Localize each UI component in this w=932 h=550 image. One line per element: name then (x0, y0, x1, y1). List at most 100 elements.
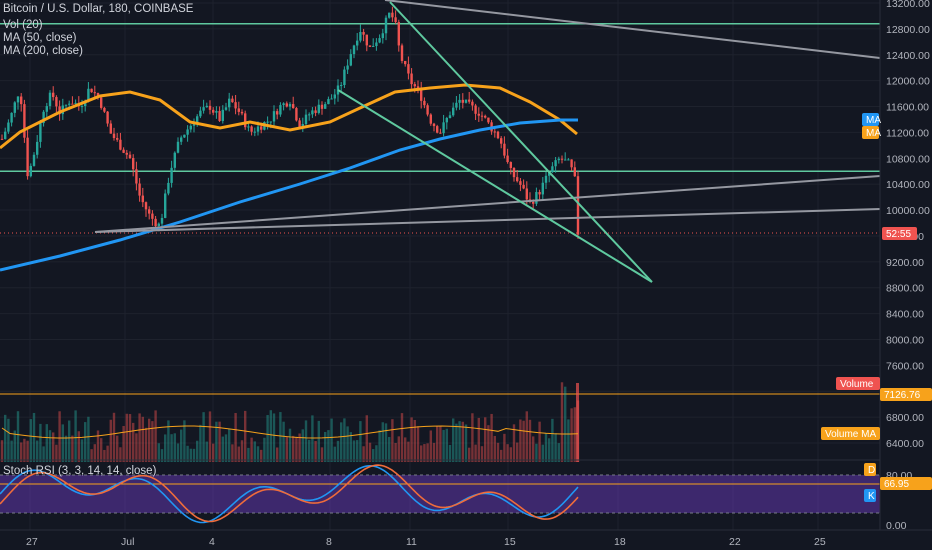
volume-bar (135, 433, 138, 462)
volume-bar (490, 413, 493, 462)
candle-body (378, 38, 381, 43)
volume-bar (452, 418, 455, 462)
trendline-grey (384, 0, 881, 59)
candle-body (487, 117, 490, 123)
volume-bar (36, 440, 39, 462)
candle-body (42, 111, 45, 124)
chart-grid (0, 0, 880, 530)
candle-body (244, 113, 247, 128)
volume-bar (436, 426, 439, 462)
volume-bar (221, 436, 224, 462)
candle-body (509, 162, 512, 168)
volume-bar (4, 414, 7, 462)
candle-body (464, 99, 468, 103)
volume-bar (352, 440, 356, 462)
volume-bar (346, 426, 349, 462)
time-tick-label: 22 (729, 536, 741, 548)
volume-bar (151, 421, 154, 462)
time-tick-label: 11 (406, 536, 417, 548)
volume-bar (29, 419, 32, 462)
candle-body (103, 107, 106, 112)
volume-bar (535, 443, 538, 462)
candle-body (343, 69, 346, 86)
candle-body (317, 104, 320, 113)
candle-body (349, 54, 352, 66)
volume-bar (269, 410, 272, 462)
candle-body (292, 104, 295, 109)
time-tick-label: 25 (814, 536, 826, 548)
candle-body (538, 192, 541, 195)
legend-ma50[interactable]: MA (50, close) (3, 32, 77, 44)
volume-bar (77, 431, 80, 462)
candle-body (138, 183, 141, 196)
volume-bar (96, 430, 100, 462)
volume-bar (7, 418, 10, 462)
volume-bar (228, 428, 231, 462)
volume-bar (327, 430, 330, 462)
volume-bar (276, 447, 279, 462)
candle-body (45, 106, 48, 112)
candle-body (340, 85, 343, 87)
volume-bar (52, 432, 55, 462)
candle-body (58, 106, 61, 115)
volume-bar (311, 415, 314, 462)
candle-body (240, 111, 244, 114)
volume-bar (68, 420, 71, 462)
candle-body (304, 114, 308, 125)
moving-averages (0, 83, 578, 272)
candle-body (87, 88, 90, 101)
candle-body (90, 88, 93, 93)
volume-bar (253, 441, 256, 462)
candle-body (215, 111, 218, 113)
stoch-d-line (0, 464, 579, 523)
candle-body (32, 154, 36, 166)
stoch-value-tag-text: 66.95 (884, 479, 909, 490)
volume-bar (132, 422, 135, 462)
volume-bar (317, 420, 320, 462)
volume-bar (493, 435, 496, 462)
volume-bar (541, 444, 544, 462)
legend-ma200[interactable]: MA (200, close) (3, 45, 83, 57)
candle-body (362, 32, 365, 35)
candle-body (573, 167, 576, 177)
volume-bar (407, 441, 410, 462)
volume-bar (464, 424, 468, 462)
candle-body (388, 12, 391, 18)
volume-bar (292, 435, 295, 462)
candle-body (432, 123, 436, 127)
volume-bar (196, 440, 199, 462)
volume-bar (509, 447, 512, 462)
volume-bar (506, 444, 509, 462)
candle-body (324, 104, 327, 109)
volume-bar (285, 436, 288, 462)
candle-body (266, 121, 269, 123)
candle-body (202, 107, 205, 111)
stoch-d-tag-text: D (868, 465, 875, 476)
volume-bar (260, 449, 263, 462)
volume-bar (333, 446, 336, 462)
candle-body (192, 124, 196, 126)
candle-body (314, 110, 317, 113)
legend-stoch-rsi[interactable]: Stoch RSI (3, 3, 14, 14, close) (3, 465, 157, 477)
volume-bar (106, 445, 109, 462)
volume-bar (400, 413, 404, 462)
candle-body (365, 34, 368, 46)
legend-vol[interactable]: Vol (20) (3, 19, 43, 31)
price-tick-label: 6400.00 (886, 438, 924, 450)
volume-bar (218, 421, 221, 462)
candle-body (426, 105, 429, 115)
volume-bar (557, 443, 560, 462)
volume-bar (573, 407, 576, 462)
volume-bar (455, 423, 458, 462)
volume-bar (576, 383, 579, 462)
candle-body (170, 167, 173, 183)
candle-body (368, 45, 372, 47)
candle-body (141, 195, 144, 203)
candle-body (196, 116, 199, 125)
candle-body (522, 184, 525, 189)
volume-bar (93, 444, 96, 462)
candle-body (471, 101, 474, 106)
volume-bar (304, 420, 308, 462)
price-tick-label: 11200.00 (886, 127, 929, 139)
